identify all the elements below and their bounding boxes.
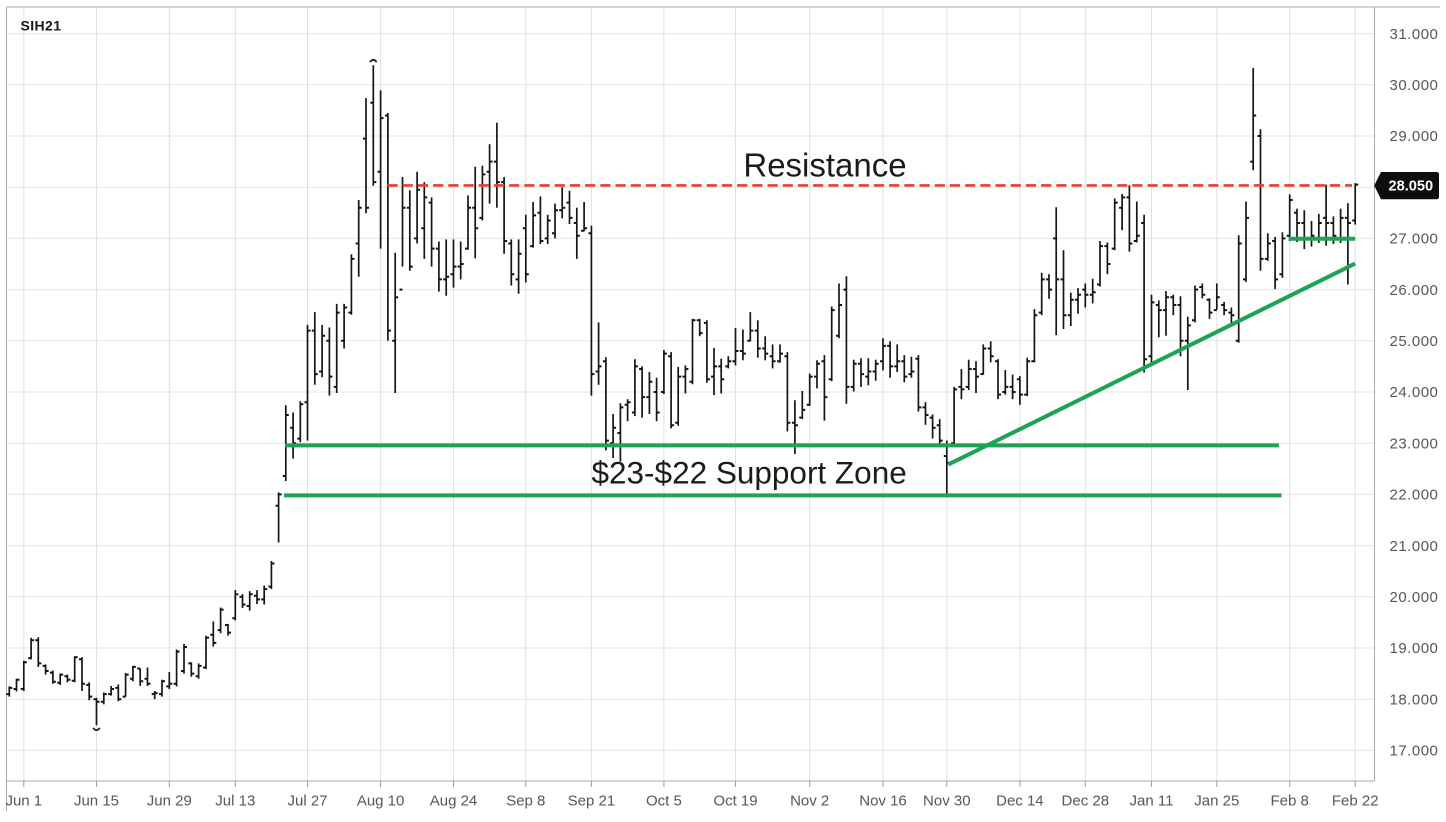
svg-text:SIH21: SIH21	[21, 18, 62, 34]
svg-text:26.000: 26.000	[1390, 282, 1439, 299]
svg-text:Feb 8: Feb 8	[1271, 793, 1309, 810]
svg-text:Jul 13: Jul 13	[215, 793, 255, 810]
svg-text:Jan 11: Jan 11	[1130, 793, 1174, 810]
svg-text:28.050: 28.050	[1388, 179, 1433, 195]
svg-text:Jan 25: Jan 25	[1194, 793, 1239, 810]
svg-text:27.000: 27.000	[1390, 231, 1439, 248]
svg-text:Sep 21: Sep 21	[568, 793, 616, 810]
svg-text:19.000: 19.000	[1390, 640, 1439, 657]
svg-text:Jun 1: Jun 1	[5, 793, 42, 810]
svg-text:24.000: 24.000	[1390, 384, 1439, 401]
svg-text:Nov 2: Nov 2	[790, 793, 829, 810]
svg-text:Jun 15: Jun 15	[74, 793, 119, 810]
svg-text:30.000: 30.000	[1390, 77, 1439, 94]
svg-text:Dec 14: Dec 14	[996, 793, 1044, 810]
svg-text:Feb 22: Feb 22	[1332, 793, 1379, 810]
svg-text:18.000: 18.000	[1390, 691, 1439, 708]
svg-text:20.000: 20.000	[1390, 589, 1439, 606]
svg-text:Nov 16: Nov 16	[859, 793, 907, 810]
svg-text:Resistance: Resistance	[743, 147, 906, 184]
svg-text:29.000: 29.000	[1390, 128, 1439, 145]
svg-text:31.000: 31.000	[1390, 26, 1439, 43]
svg-text:Aug 10: Aug 10	[357, 793, 405, 810]
svg-text:22.000: 22.000	[1390, 487, 1439, 504]
svg-text:$23-$22 Support Zone: $23-$22 Support Zone	[592, 455, 907, 491]
svg-text:Dec 28: Dec 28	[1062, 793, 1110, 810]
svg-text:21.000: 21.000	[1390, 538, 1439, 555]
svg-text:Nov 30: Nov 30	[923, 793, 971, 810]
svg-text:25.000: 25.000	[1390, 333, 1439, 350]
svg-text:23.000: 23.000	[1390, 435, 1439, 452]
svg-text:Jul 27: Jul 27	[287, 793, 327, 810]
svg-text:Oct 5: Oct 5	[646, 793, 682, 810]
svg-text:17.000: 17.000	[1390, 743, 1439, 760]
svg-text:Jun 29: Jun 29	[147, 793, 192, 810]
svg-text:Aug 24: Aug 24	[430, 793, 478, 810]
svg-text:Oct 19: Oct 19	[713, 793, 757, 810]
svg-text:Sep 8: Sep 8	[506, 793, 545, 810]
